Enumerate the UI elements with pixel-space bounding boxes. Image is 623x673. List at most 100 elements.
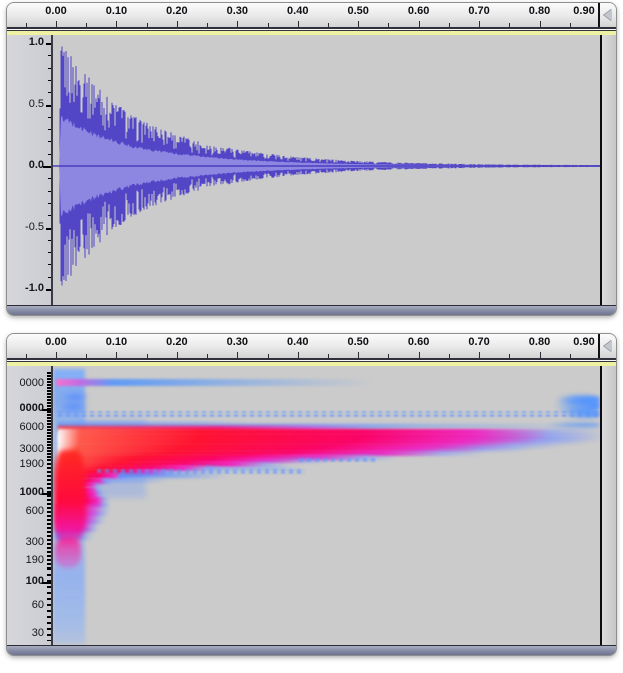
scroll-left-arrow-icon[interactable] xyxy=(604,9,612,21)
amplitude-tick-minor xyxy=(48,264,51,266)
frequency-tick-decade xyxy=(42,581,51,584)
time-label: 0.50 xyxy=(347,336,369,348)
time-tick-major xyxy=(176,352,178,358)
waveform-track-panel: 0.00 0.10 0.20 0.30 0.40 0.50 0.60 0.70 0.80 0.90… xyxy=(7,3,616,315)
amplitude-tick-minor xyxy=(48,104,51,106)
amplitude-tick-minor xyxy=(48,141,51,143)
time-label: 0.50 xyxy=(347,5,369,17)
time-label: 0.60 xyxy=(407,5,430,17)
harmonic-stripe-8300hz xyxy=(58,413,600,417)
time-label: 0.70 xyxy=(468,336,490,348)
time-tick-major xyxy=(176,21,178,27)
amplitude-tick-minor xyxy=(48,276,51,278)
time-label: 0.00 xyxy=(45,5,67,17)
harmonic-stripe-5300hz xyxy=(58,429,600,436)
time-tick-minor xyxy=(509,354,511,358)
harmonic-stripe-3300hz xyxy=(58,446,529,453)
track-focus-border xyxy=(7,29,616,35)
harmonic-stripe-5800hz xyxy=(58,426,415,432)
track-resize-handle[interactable] xyxy=(7,645,616,655)
time-tick-minor xyxy=(207,354,209,358)
frequency-label: 60 xyxy=(31,599,44,612)
time-tick-major xyxy=(297,352,299,358)
frequency-label: 300 xyxy=(25,535,44,548)
amplitude-tick-minor xyxy=(48,215,51,217)
harmonic-stripe-1400hz xyxy=(58,477,114,484)
time-tick-minor xyxy=(146,354,148,358)
timeline-ruler[interactable]: 0.00 0.10 0.20 0.30 0.40 0.50 0.60 0.70 0.80 0.90 xyxy=(7,3,598,27)
attack-red-core xyxy=(54,450,85,544)
amplitude-tick-minor xyxy=(48,116,51,118)
time-label: 0.10 xyxy=(105,336,128,348)
time-label: 0.00 xyxy=(45,336,67,348)
time-tick-major xyxy=(358,352,360,358)
time-tick-minor xyxy=(25,354,27,358)
time-tick-minor xyxy=(327,354,329,358)
time-tick-minor xyxy=(509,23,511,27)
time-tick-major xyxy=(56,21,57,27)
time-label: 0.90 xyxy=(573,5,595,17)
attack-magenta-core xyxy=(55,537,82,569)
time-tick-minor xyxy=(327,23,329,27)
amplitude-ruler[interactable]: 1.0 0.5 0.0 -0.5 -1.0 xyxy=(7,35,51,308)
harmonic-stripe-4800hz xyxy=(58,432,600,439)
frequency-label: 1900 xyxy=(19,458,44,471)
frequency-label: 600 xyxy=(25,505,44,518)
time-tick-minor xyxy=(388,23,390,27)
frequency-label: 6000 xyxy=(19,420,44,433)
amplitude-tick-minor xyxy=(48,67,51,69)
frequency-label: 30 xyxy=(31,627,44,640)
harmonic-stripe-2700hz xyxy=(58,453,398,460)
time-tick-minor xyxy=(146,23,148,27)
time-label: 0.40 xyxy=(287,5,309,17)
time-tick-minor xyxy=(86,23,88,27)
timeline-ruler[interactable]: 0.00 0.10 0.20 0.30 0.40 0.50 0.60 0.70 0.80 0.90 xyxy=(7,334,598,358)
amplitude-tick-minor xyxy=(48,190,51,192)
window-right-edge xyxy=(600,366,616,647)
time-label: 0.30 xyxy=(226,336,249,348)
time-tick-major xyxy=(418,21,420,27)
harmonic-stripe-3000hz xyxy=(58,449,486,456)
amplitude-label: -1.0 xyxy=(25,282,44,294)
frequency-label: 1000 xyxy=(19,486,44,498)
time-label: 0.80 xyxy=(528,5,551,17)
window-right-edge xyxy=(600,35,616,308)
time-tick-major xyxy=(358,21,360,27)
time-tick-major xyxy=(116,21,118,27)
time-tick-major xyxy=(237,21,239,27)
harmonic-stripe-1600hz xyxy=(58,472,130,479)
scroll-arrow-cell[interactable] xyxy=(598,3,616,27)
harmonic-stripe-6300hz xyxy=(58,423,595,428)
time-tick-minor xyxy=(569,354,571,358)
time-tick-major xyxy=(237,352,239,358)
harmonic-stripe-1600hz xyxy=(118,473,229,479)
time-tick-major xyxy=(539,352,541,358)
time-label: 0.20 xyxy=(166,336,188,348)
amplitude-tick xyxy=(43,166,51,168)
scroll-left-arrow-icon[interactable] xyxy=(604,340,612,352)
harmonic-stripe-2450hz xyxy=(299,458,376,463)
amplitude-label: -0.5 xyxy=(25,220,44,233)
amplitude-tick-minor xyxy=(48,129,51,131)
harmonic-stripe-2000hz xyxy=(58,464,223,471)
time-tick-minor xyxy=(448,354,450,358)
frequency-tick-comb xyxy=(47,458,51,569)
waveform-display[interactable] xyxy=(51,35,600,308)
frequency-ruler[interactable]: 0000 0000 6000 3000 1900 1000 600 300 190 100 60 30 xyxy=(7,366,51,647)
time-tick-minor xyxy=(267,354,269,358)
harmonic-stripe-4400hz xyxy=(58,435,600,442)
amplitude-label: 1.0 xyxy=(28,36,44,48)
time-tick-minor xyxy=(388,354,390,358)
frequency-tick-comb xyxy=(47,568,51,642)
time-tick-major xyxy=(479,21,481,27)
time-tick-minor xyxy=(448,23,450,27)
track-resize-handle[interactable] xyxy=(7,305,616,315)
scroll-arrow-cell[interactable] xyxy=(598,334,616,358)
amplitude-tick xyxy=(46,104,51,107)
amplitude-label: 0.0 xyxy=(28,159,44,171)
spectrogram-display[interactable] xyxy=(51,366,600,647)
amplitude-tick-minor xyxy=(48,178,51,180)
time-tick-major xyxy=(479,352,481,358)
time-label: 0.40 xyxy=(287,336,309,348)
